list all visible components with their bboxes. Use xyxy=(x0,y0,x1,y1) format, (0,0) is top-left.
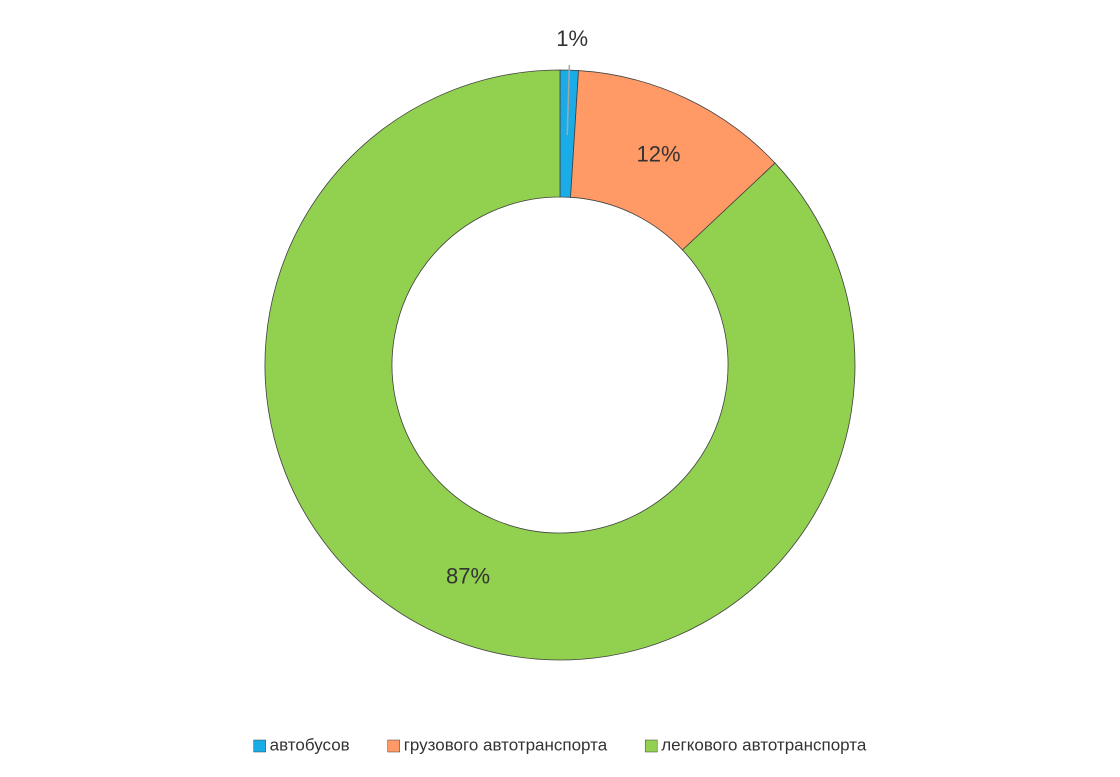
legend-label: автобусов xyxy=(270,735,350,754)
legend-swatch xyxy=(387,739,400,753)
legend-label: грузового автотранспорта xyxy=(404,735,608,754)
donut-slice xyxy=(264,69,856,661)
legend-swatch xyxy=(644,739,658,753)
legend-swatch xyxy=(253,739,266,753)
data-label: 87% xyxy=(446,563,490,588)
legend-label: легкового автотранспорта xyxy=(661,735,867,754)
data-label: 12% xyxy=(637,141,681,166)
leader-line xyxy=(566,65,571,136)
data-label: 1% xyxy=(556,26,588,51)
